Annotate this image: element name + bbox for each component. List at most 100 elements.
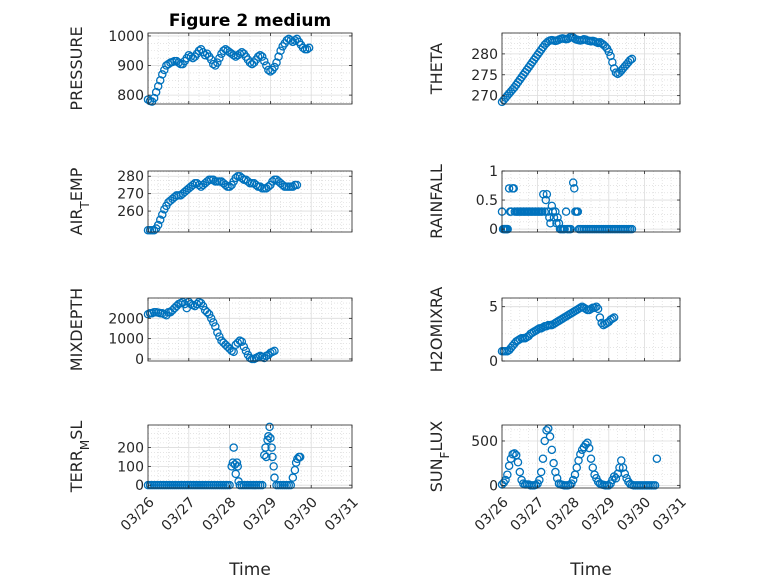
data-point (509, 184, 518, 193)
data-point (229, 50, 238, 60)
y-tick-label: 200 (117, 441, 144, 457)
y-tick-label: 260 (117, 204, 144, 220)
data-point (551, 207, 560, 216)
data-series (143, 171, 302, 235)
data-point (262, 452, 271, 462)
data-point (221, 180, 230, 190)
data-point (213, 328, 222, 337)
y-axis-label: SUNFLUX (427, 421, 452, 493)
data-point (231, 469, 240, 479)
data-point (198, 301, 208, 311)
data-point (560, 224, 569, 234)
y-tick-label: 2000 (108, 311, 144, 327)
data-point (202, 177, 212, 186)
y-tick-label: 100 (117, 459, 144, 475)
axes-background (148, 33, 352, 104)
data-point (270, 346, 279, 356)
y-axis-label: AIRTEMP (67, 167, 92, 235)
data-point (288, 182, 298, 191)
axes-background (148, 425, 352, 488)
data-point (262, 61, 271, 70)
data-point (611, 473, 621, 483)
chart-title: Figure 2 medium (169, 11, 331, 31)
y-tick-label: 0 (135, 352, 144, 368)
data-point (260, 56, 269, 66)
data-point (302, 45, 312, 54)
data-point (620, 469, 630, 479)
y-tick-label: 270 (471, 89, 498, 105)
data-point (151, 87, 161, 97)
data-point (304, 43, 314, 53)
data-point (241, 346, 251, 356)
data-point (270, 62, 279, 72)
data-point (160, 65, 169, 75)
axes-box (501, 297, 681, 362)
data-point (576, 450, 585, 459)
data-point (515, 467, 525, 477)
data-point (200, 50, 210, 60)
data-point (261, 443, 270, 452)
y-tick-label: 280 (471, 47, 498, 63)
y-tick-label: 0 (135, 478, 144, 494)
data-point (513, 458, 523, 467)
data-point (215, 53, 224, 63)
y-axis-label: H2OMIXRA (427, 287, 446, 373)
y-tick-label: 0 (489, 354, 498, 370)
data-point (149, 93, 159, 103)
data-point (278, 180, 287, 190)
data-point (586, 454, 596, 463)
data-point (265, 422, 274, 432)
data-point (625, 55, 635, 65)
data-point (552, 473, 562, 483)
data-point (608, 314, 617, 323)
data-point (536, 467, 546, 477)
axes-box (147, 170, 353, 233)
data-series (497, 32, 637, 107)
data-point (243, 177, 253, 186)
y-tick-label: 0 (489, 222, 498, 238)
data-series (143, 297, 279, 364)
y-tick-label: 5 (489, 300, 498, 316)
data-point (219, 46, 228, 56)
data-point (590, 303, 599, 313)
data-point (548, 207, 558, 216)
subplot-1: 800 900 1000 PRESSURE Figure 2 medium (67, 11, 353, 111)
y-axis-label: THETA (427, 43, 446, 95)
data-point (204, 310, 214, 319)
data-point (237, 173, 247, 183)
data-point (270, 473, 279, 482)
data-point (286, 480, 296, 490)
data-point (535, 475, 544, 485)
axes-box (147, 424, 353, 489)
data-point (267, 443, 276, 452)
data-series (143, 422, 305, 490)
data-point (149, 226, 159, 235)
data-point (547, 445, 557, 455)
data-series (143, 34, 314, 106)
data-point (231, 173, 240, 183)
data-point (545, 432, 555, 441)
data-point (206, 314, 216, 323)
y-tick-label: 0.5 (476, 193, 498, 209)
data-point (255, 182, 265, 191)
axes-box (147, 32, 353, 105)
data-point (209, 59, 218, 69)
y-tick-label: 1 (489, 164, 498, 180)
data-point (272, 58, 281, 67)
data-point (153, 82, 163, 91)
axes-box (501, 170, 681, 233)
data-point (549, 458, 558, 468)
data-point (584, 443, 594, 453)
data-point (611, 68, 621, 77)
data-point (538, 454, 548, 463)
data-point (540, 207, 549, 216)
y-tick-label: 500 (471, 434, 498, 450)
axes-background (502, 425, 680, 488)
data-point (155, 215, 165, 225)
data-point (257, 52, 267, 61)
y-axis-label: TERRMSL (67, 421, 92, 494)
data-point (583, 438, 592, 447)
data-point (288, 473, 298, 482)
